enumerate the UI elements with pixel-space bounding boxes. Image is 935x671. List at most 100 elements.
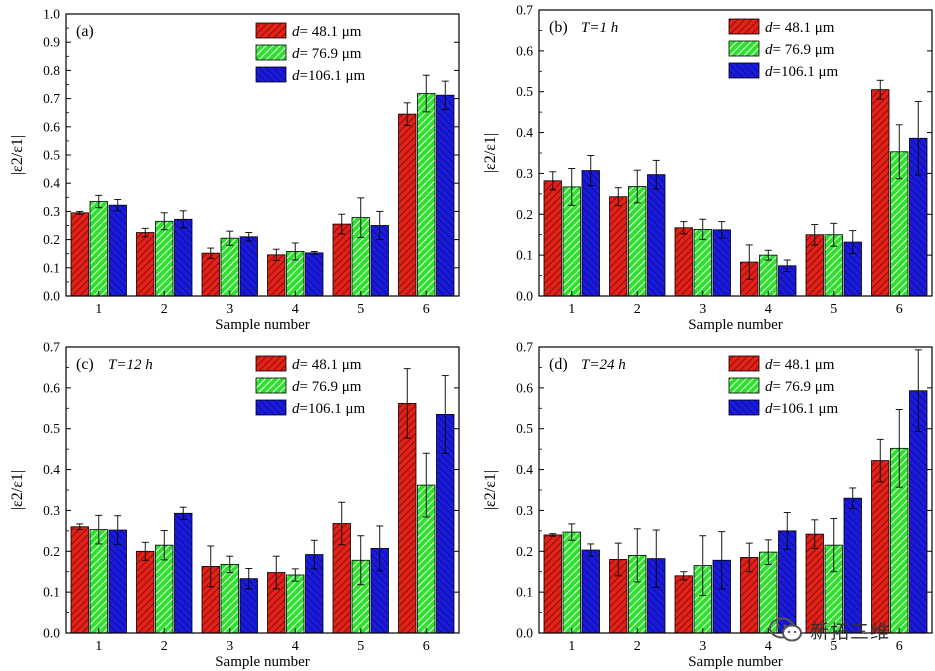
y-axis-label: |ε2/ε1|: [9, 135, 26, 175]
error-bar-d3-sample-5: [849, 487, 857, 509]
chart-panel-2: 0.0 0.1 0.2 0.3 0.4 0.5 0.6 0.7 1 2 3 4 5 6 Sample num…: [482, 3, 933, 333]
bar-d2-sample-4: [286, 574, 305, 634]
x-tick-label: 6: [423, 639, 430, 654]
y-tick-label: 1.0: [43, 7, 60, 22]
x-tick-label: 3: [699, 639, 706, 654]
x-axis-label: Sample number: [688, 654, 783, 670]
bar-d2-sample-3: [220, 563, 239, 634]
bar-d1-sample-6: [398, 113, 417, 297]
legend-label-d1: d= 48.1 μm: [292, 357, 362, 373]
y-tick-label: 0.1: [516, 248, 533, 263]
y-axis-label: |ε2/ε1|: [482, 470, 499, 510]
legend-swatch-d2: [255, 44, 287, 61]
y-tick-label: 0.4: [43, 176, 60, 191]
x-tick-label: 5: [830, 302, 837, 317]
chart-panel-3: 0.0 0.1 0.2 0.3 0.4 0.5 0.6 0.7 1 2 3 4 5 6 Sample num…: [9, 340, 460, 670]
x-tick-label: 4: [292, 639, 299, 654]
error-bar-d2-sample-5: [830, 222, 838, 247]
x-tick-label: 1: [568, 302, 575, 317]
x-axis-label: Sample number: [215, 317, 310, 333]
y-tick-label: 0.2: [516, 544, 533, 559]
error-bar-d1-sample-5: [811, 519, 819, 549]
bar-d3-sample-6: [436, 94, 455, 297]
x-tick-label: 5: [357, 302, 364, 317]
panel-condition: T=1 h: [581, 20, 618, 36]
bar-d2-sample-4: [759, 254, 778, 297]
error-bar-d3-sample-6: [441, 375, 449, 454]
error-bar-d1-sample-1: [549, 171, 557, 191]
error-bar-d1-sample-6: [876, 438, 884, 483]
y-tick-label: 0.9: [43, 35, 60, 50]
bar-d3-sample-3: [239, 236, 258, 297]
error-bar-d3-sample-3: [245, 567, 253, 590]
error-bar-d1-sample-3: [207, 545, 215, 588]
bar-d1-sample-6: [871, 460, 890, 634]
error-bar-d3-sample-2: [652, 529, 660, 588]
legend-label-d2: d= 76.9 μm: [292, 379, 362, 395]
y-tick-label: 0.2: [43, 544, 60, 559]
error-bar-d2-sample-1: [95, 514, 103, 545]
y-tick-label: 0.5: [516, 421, 533, 436]
error-bar-d1-sample-2: [614, 187, 622, 207]
y-tick-label: 0.0: [516, 626, 533, 641]
y-tick-label: 0.4: [43, 462, 60, 477]
error-bar-d3-sample-5: [376, 525, 384, 572]
watermark-text: 新拓三维: [810, 620, 891, 643]
x-tick-label: 3: [226, 302, 233, 317]
x-tick-label: 6: [896, 639, 903, 654]
panel-label: (d): [549, 356, 568, 373]
y-tick-label: 0.6: [43, 119, 60, 134]
error-bar-d2-sample-4: [291, 568, 299, 582]
bar-d2-sample-1: [562, 531, 581, 634]
error-bar-d3-sample-3: [245, 232, 253, 242]
error-bar-d2-sample-1: [568, 523, 576, 541]
panel-label: (a): [76, 23, 94, 40]
error-bar-d1-sample-5: [811, 224, 819, 246]
error-bar-d3-sample-6: [441, 80, 449, 110]
error-bar-d3-sample-2: [179, 210, 187, 229]
y-tick-label: 0.0: [516, 289, 533, 304]
y-tick-label: 0.8: [43, 63, 60, 78]
error-bar-d2-sample-6: [895, 409, 903, 488]
x-tick-label: 6: [423, 302, 430, 317]
y-tick-label: 0.6: [516, 43, 533, 58]
x-tick-label: 1: [568, 639, 575, 654]
error-bar-d2-sample-2: [160, 212, 168, 231]
error-bar-d1-sample-6: [876, 79, 884, 100]
bar-d2-sample-2: [155, 220, 174, 297]
error-bar-d3-sample-1: [587, 543, 595, 557]
x-tick-label: 3: [699, 302, 706, 317]
legend-swatch-d2: [728, 40, 760, 57]
error-bar-d1-sample-1: [549, 533, 557, 537]
y-tick-label: 0.3: [43, 503, 60, 518]
bar-d3-sample-3: [712, 229, 731, 297]
error-bar-d1-sample-3: [207, 247, 215, 259]
error-bar-d2-sample-6: [895, 124, 903, 180]
bar-d2-sample-6: [417, 93, 436, 297]
error-bar-d3-sample-4: [310, 250, 318, 255]
error-bar-d2-sample-4: [764, 539, 772, 565]
error-bar-d1-sample-4: [272, 248, 280, 261]
legend-label-d3: d=106.1 μm: [292, 68, 366, 84]
bar-d3-sample-2: [647, 174, 666, 297]
y-tick-label: 0.0: [43, 289, 60, 304]
legend-swatch-d1: [728, 355, 760, 372]
error-bar-d1-sample-2: [141, 227, 149, 238]
error-bar-d3-sample-3: [718, 221, 726, 239]
error-bar-d1-sample-1: [76, 210, 84, 215]
error-bar-d1-sample-4: [745, 542, 753, 573]
x-axis-label: Sample number: [688, 317, 783, 333]
y-tick-label: 0.1: [43, 260, 60, 275]
bar-d1-sample-2: [136, 232, 155, 297]
legend-label-d2: d= 76.9 μm: [292, 46, 362, 62]
y-tick-label: 0.7: [516, 3, 533, 18]
legend-label-d2: d= 76.9 μm: [765, 42, 835, 58]
error-bar-d2-sample-2: [633, 169, 641, 204]
error-bar-d1-sample-2: [141, 541, 149, 561]
y-axis-label: |ε2/ε1|: [482, 133, 499, 173]
error-bar-d2-sample-1: [568, 168, 576, 206]
legend-swatch-d2: [728, 377, 760, 394]
bar-d3-sample-1: [108, 529, 127, 634]
bar-d3-sample-2: [174, 218, 193, 297]
